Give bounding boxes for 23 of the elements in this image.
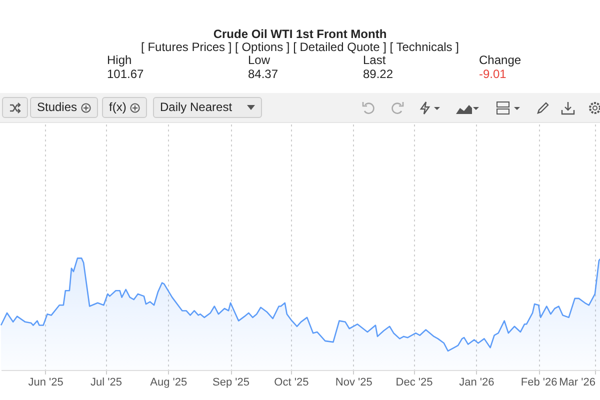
text: 89.22: [363, 67, 394, 81]
text: Change: [479, 53, 522, 67]
text: High: [107, 53, 132, 67]
x-tick-label: Jun '25: [28, 376, 64, 388]
x-tick-label: Feb '26: [520, 376, 558, 388]
text: -9.01: [479, 67, 506, 81]
x-tick-label: Jul '25: [90, 376, 122, 388]
x-tick-label: Mar '26: [559, 376, 596, 388]
text: 101.67: [107, 67, 144, 81]
x-tick-label: Oct '25: [274, 376, 309, 388]
x-tick-label: Aug '25: [150, 376, 188, 388]
x-tick-label: Dec '25: [396, 376, 433, 388]
text: Last: [363, 53, 386, 67]
text: Daily Nearest: [160, 99, 232, 116]
x-tick-label: Jan '26: [459, 376, 494, 388]
chart-subtitle: [ Futures Prices ] [ Options ] [ Detailed Quote ] [ Technicals ]: [140, 40, 460, 54]
chart-title: Crude Oil WTI 1st Front Month: [212, 27, 388, 41]
text: 84.37: [248, 67, 278, 81]
text: Studies: [37, 99, 78, 116]
text: Low: [248, 53, 270, 67]
x-tick-label: Nov '25: [335, 376, 372, 388]
x-tick-label: Sep '25: [212, 376, 250, 388]
text: f(x): [109, 99, 126, 116]
